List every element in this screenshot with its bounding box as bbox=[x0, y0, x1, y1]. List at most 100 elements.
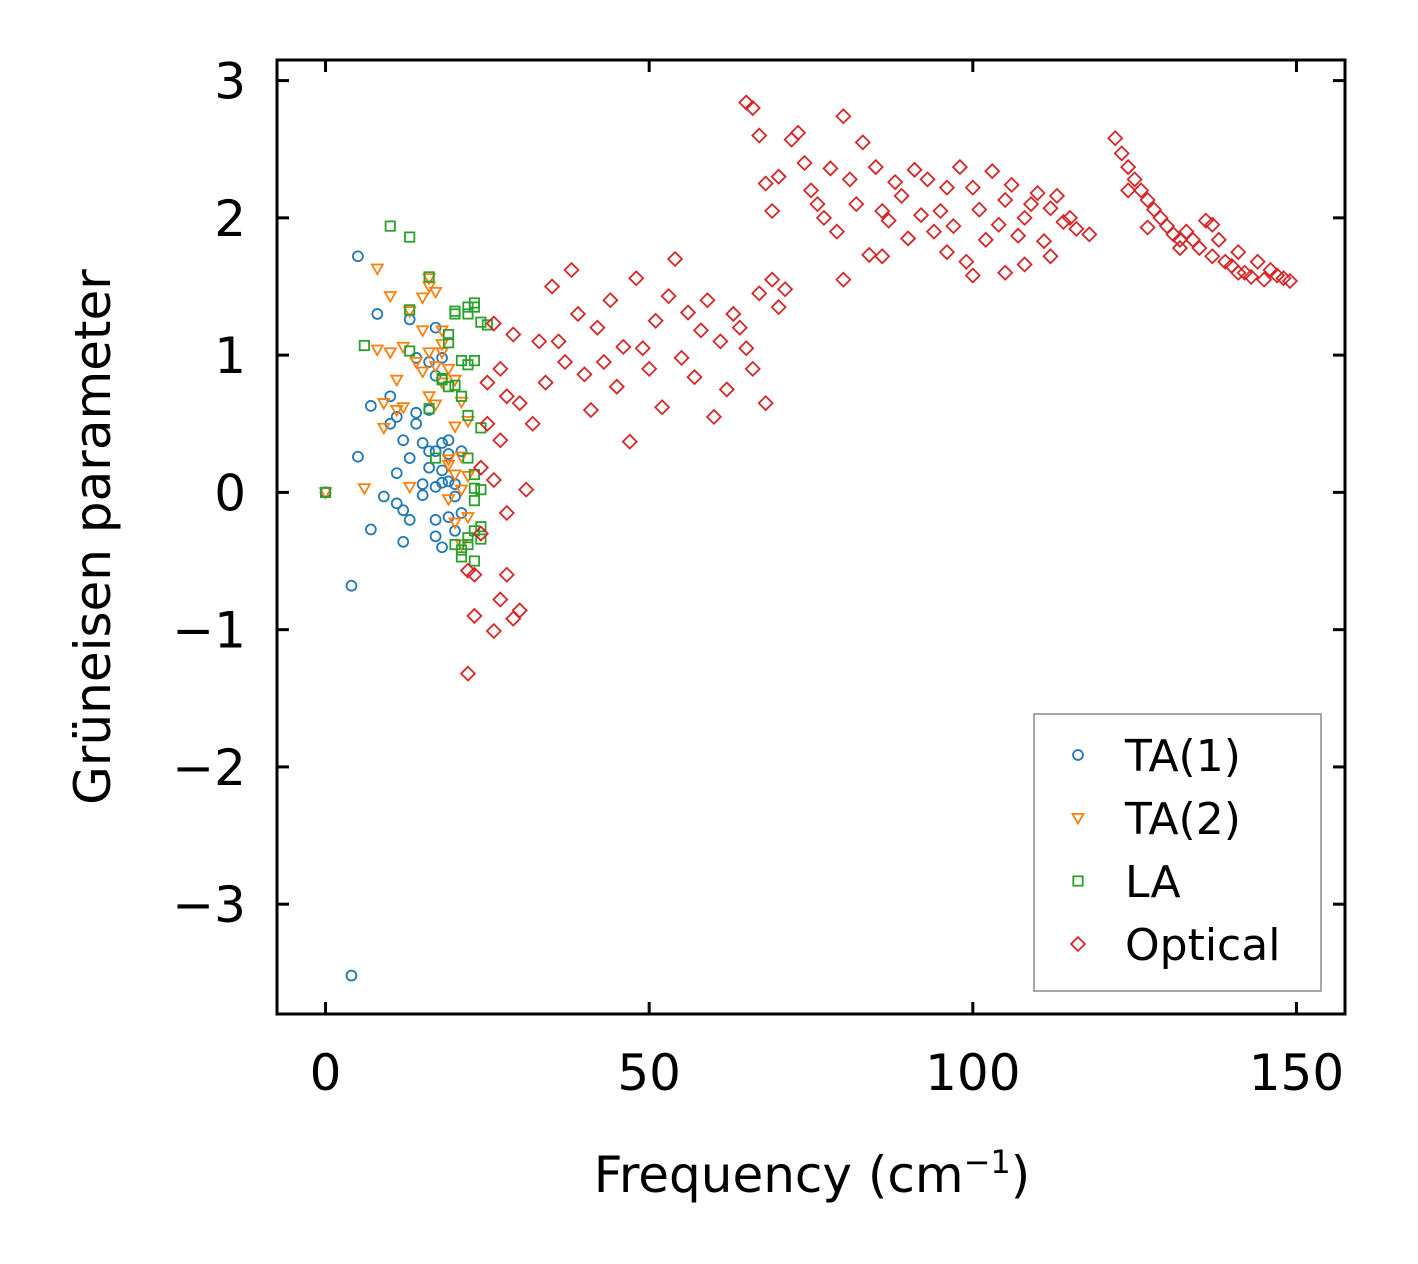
data-point bbox=[1171, 239, 1189, 257]
y-tick-label: −3 bbox=[172, 876, 246, 934]
x-tick-label: 150 bbox=[1249, 1044, 1344, 1102]
data-point bbox=[468, 468, 480, 481]
data-point bbox=[403, 452, 416, 464]
data-point bbox=[1107, 130, 1124, 147]
data-point bbox=[384, 390, 397, 403]
data-point bbox=[441, 459, 456, 473]
data-point bbox=[428, 399, 443, 412]
legend-marker bbox=[1072, 749, 1084, 761]
data-point bbox=[1016, 256, 1033, 273]
data-point bbox=[455, 390, 468, 402]
data-point bbox=[462, 308, 474, 320]
y-tick-label: 0 bbox=[214, 464, 246, 522]
data-point bbox=[396, 402, 411, 415]
data-point bbox=[537, 374, 554, 391]
data-point bbox=[498, 566, 515, 583]
data-point bbox=[396, 341, 411, 355]
data-point bbox=[429, 445, 442, 458]
data-point bbox=[906, 161, 923, 178]
data-point bbox=[835, 271, 852, 288]
data-point bbox=[462, 532, 474, 544]
data-point bbox=[365, 400, 377, 412]
data-point bbox=[485, 315, 502, 332]
data-point bbox=[430, 452, 442, 464]
data-point bbox=[511, 395, 528, 412]
data-point bbox=[404, 304, 416, 316]
data-point bbox=[789, 124, 807, 141]
data-point bbox=[460, 512, 475, 525]
data-point bbox=[370, 344, 385, 357]
data-point bbox=[964, 267, 981, 284]
y-axis-label: Grüneisen parameter bbox=[64, 269, 122, 805]
data-point bbox=[621, 433, 638, 450]
data-point bbox=[1191, 239, 1208, 257]
data-point bbox=[459, 665, 477, 682]
data-point bbox=[468, 482, 480, 494]
data-point bbox=[1230, 244, 1247, 261]
series-ta-2 bbox=[318, 263, 475, 552]
data-point bbox=[384, 220, 396, 232]
data-point bbox=[376, 422, 391, 436]
data-point bbox=[376, 398, 391, 411]
data-point bbox=[660, 287, 677, 305]
x-axis-label: Frequency (cm−1) bbox=[594, 1143, 1031, 1204]
data-point bbox=[390, 411, 403, 423]
data-point bbox=[409, 356, 424, 370]
data-point bbox=[1242, 268, 1260, 286]
data-point bbox=[505, 326, 522, 343]
data-point bbox=[563, 261, 580, 279]
data-point bbox=[423, 461, 435, 474]
data-point bbox=[1009, 227, 1027, 244]
data-point bbox=[462, 452, 474, 464]
data-point bbox=[809, 195, 826, 213]
data-point bbox=[815, 209, 833, 227]
series-la bbox=[319, 220, 493, 567]
data-point bbox=[415, 292, 430, 305]
data-point bbox=[449, 305, 461, 317]
data-point bbox=[441, 363, 456, 377]
data-point bbox=[1139, 191, 1156, 209]
x-axis-label-superscript: −1 bbox=[964, 1143, 1011, 1181]
data-point bbox=[423, 403, 435, 415]
data-point bbox=[481, 319, 493, 331]
data-point bbox=[466, 607, 483, 625]
data-point bbox=[912, 206, 930, 224]
data-point bbox=[442, 381, 455, 393]
data-point bbox=[383, 291, 398, 304]
data-point bbox=[468, 495, 480, 507]
data-point bbox=[475, 521, 487, 533]
series-layer bbox=[318, 94, 1299, 982]
data-point bbox=[744, 360, 761, 377]
data-point bbox=[1204, 216, 1221, 233]
data-point bbox=[990, 216, 1007, 233]
data-point bbox=[371, 308, 384, 320]
data-point bbox=[977, 231, 994, 248]
data-point bbox=[423, 445, 435, 458]
data-point bbox=[751, 127, 768, 144]
data-point bbox=[641, 360, 658, 377]
data-point bbox=[634, 340, 651, 357]
data-point bbox=[608, 378, 625, 395]
data-point bbox=[462, 359, 474, 371]
series-ta-1 bbox=[319, 250, 468, 982]
data-point bbox=[468, 555, 480, 567]
data-point bbox=[886, 174, 904, 191]
data-point bbox=[718, 381, 736, 398]
data-point bbox=[404, 231, 416, 243]
legend-item: Optical bbox=[1069, 920, 1280, 971]
data-point bbox=[841, 171, 858, 188]
data-point bbox=[647, 312, 664, 329]
data-point bbox=[475, 316, 487, 328]
data-point bbox=[429, 530, 442, 543]
y-tick-label: −1 bbox=[172, 602, 246, 660]
data-point bbox=[447, 421, 463, 434]
data-point bbox=[874, 202, 891, 220]
data-point bbox=[1055, 213, 1072, 231]
x-tick-label: 50 bbox=[617, 1044, 681, 1102]
data-point bbox=[925, 223, 943, 240]
data-point bbox=[1230, 264, 1247, 281]
data-point bbox=[511, 602, 528, 619]
data-point bbox=[498, 504, 515, 522]
data-point bbox=[686, 368, 703, 386]
